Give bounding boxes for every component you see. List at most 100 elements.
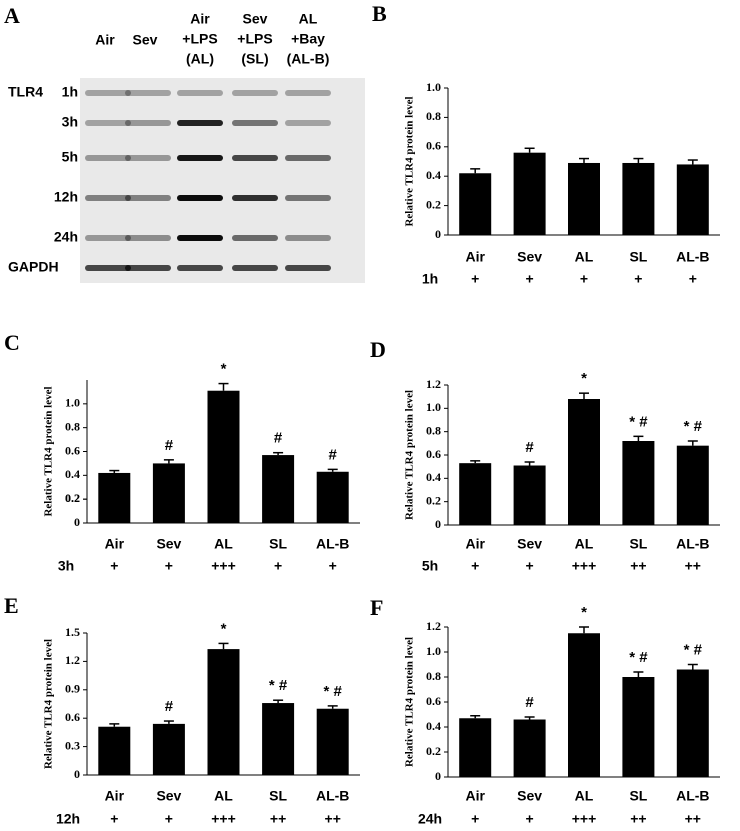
column-header: Air xyxy=(190,11,210,27)
bar xyxy=(316,708,349,775)
row-label: 1h xyxy=(62,84,78,100)
blot-band xyxy=(85,90,131,96)
x-tick-label: AL-B xyxy=(316,536,349,552)
y-tick-label: 0.6 xyxy=(426,694,441,708)
row-label: 12h xyxy=(54,189,78,205)
x-tick-label: Air xyxy=(465,788,485,804)
dose-label: + xyxy=(471,558,479,574)
bar xyxy=(676,445,709,525)
time-label: 3h xyxy=(58,558,74,574)
blot-band xyxy=(85,195,131,201)
blot-band xyxy=(232,195,278,201)
x-tick-label: AL xyxy=(214,536,233,552)
y-tick-label: 0.4 xyxy=(426,719,441,733)
x-tick-label: AL xyxy=(575,536,594,552)
x-tick-label: AL-B xyxy=(676,788,709,804)
y-tick-label: 0.6 xyxy=(426,139,441,153)
y-tick-label: 0 xyxy=(435,227,441,241)
blot-band xyxy=(177,155,223,161)
x-tick-label: AL-B xyxy=(676,536,709,552)
column-header: (AL) xyxy=(186,51,214,67)
y-tick-label: 0.9 xyxy=(65,682,80,696)
annotation: * xyxy=(221,361,227,378)
dose-label: + xyxy=(471,811,479,827)
y-tick-label: 0.4 xyxy=(426,168,441,182)
y-tick-label: 1.2 xyxy=(65,653,80,667)
x-tick-label: Air xyxy=(105,788,125,804)
y-tick-label: 0 xyxy=(74,515,80,529)
dose-label: + xyxy=(471,271,479,287)
bar xyxy=(98,726,131,775)
bar xyxy=(513,152,546,235)
bar xyxy=(459,173,492,235)
x-tick-label: AL xyxy=(214,788,233,804)
blot-band xyxy=(177,195,223,201)
blot-band xyxy=(285,90,331,96)
dose-label: ++ xyxy=(685,558,701,574)
y-tick-label: 0 xyxy=(74,767,80,781)
blot-band xyxy=(177,265,223,271)
panel-label: E xyxy=(4,593,19,618)
blot-band xyxy=(177,120,223,126)
bar xyxy=(152,463,185,523)
bar xyxy=(568,399,600,525)
y-axis-label: Relative TLR4 protein level xyxy=(404,390,416,520)
blot-band xyxy=(85,155,131,161)
bar xyxy=(622,677,655,777)
bar xyxy=(207,649,240,775)
y-tick-label: 1.0 xyxy=(426,400,441,414)
panel-label: F xyxy=(370,595,383,620)
x-tick-label: AL xyxy=(575,788,594,804)
time-label: 12h xyxy=(56,811,80,827)
column-header: +Bay xyxy=(291,31,325,47)
annotation: # xyxy=(329,446,338,463)
blot-band xyxy=(232,120,278,126)
dose-label: + xyxy=(110,811,118,827)
dose-label: + xyxy=(165,811,173,827)
x-tick-label: SL xyxy=(629,536,647,552)
time-label: 1h xyxy=(422,271,438,287)
x-tick-label: AL-B xyxy=(316,788,349,804)
y-tick-label: 0.8 xyxy=(65,419,80,433)
bar xyxy=(152,723,185,775)
panel-label: A xyxy=(4,3,20,28)
y-tick-label: 1.2 xyxy=(426,377,441,391)
panel-label: D xyxy=(370,337,386,362)
y-tick-label: 0.6 xyxy=(65,710,80,724)
x-tick-label: Sev xyxy=(517,788,542,804)
y-tick-label: 1.0 xyxy=(65,396,80,410)
bar xyxy=(459,718,492,777)
annotation: * # xyxy=(269,677,288,694)
dose-label: +++ xyxy=(572,811,597,827)
annotation: * # xyxy=(684,418,703,435)
blot-band xyxy=(125,265,171,271)
annotation: * # xyxy=(324,683,343,700)
x-tick-label: Sev xyxy=(156,788,181,804)
blot-band xyxy=(177,235,223,241)
bar xyxy=(568,162,600,235)
dose-label: + xyxy=(526,271,534,287)
row-label: GAPDH xyxy=(8,259,59,275)
y-tick-label: 0.4 xyxy=(65,467,80,481)
bar xyxy=(622,162,655,235)
blot-band xyxy=(125,90,171,96)
blot-band xyxy=(85,120,131,126)
x-tick-label: Sev xyxy=(156,536,181,552)
column-header: +LPS xyxy=(237,31,272,47)
dose-label: + xyxy=(274,558,282,574)
panel-label: C xyxy=(4,330,20,355)
blot-band xyxy=(232,265,278,271)
x-tick-label: SL xyxy=(269,536,287,552)
x-tick-label: Sev xyxy=(517,536,542,552)
bar xyxy=(262,703,295,775)
dose-label: ++ xyxy=(630,558,646,574)
y-tick-label: 1.0 xyxy=(426,644,441,658)
blot-background xyxy=(80,78,365,283)
blot-band xyxy=(232,155,278,161)
y-tick-label: 0.8 xyxy=(426,423,441,437)
row-label: 3h xyxy=(62,114,78,130)
blot-band xyxy=(285,235,331,241)
bar xyxy=(568,633,600,777)
bar xyxy=(513,465,546,525)
y-tick-label: 0.6 xyxy=(426,447,441,461)
